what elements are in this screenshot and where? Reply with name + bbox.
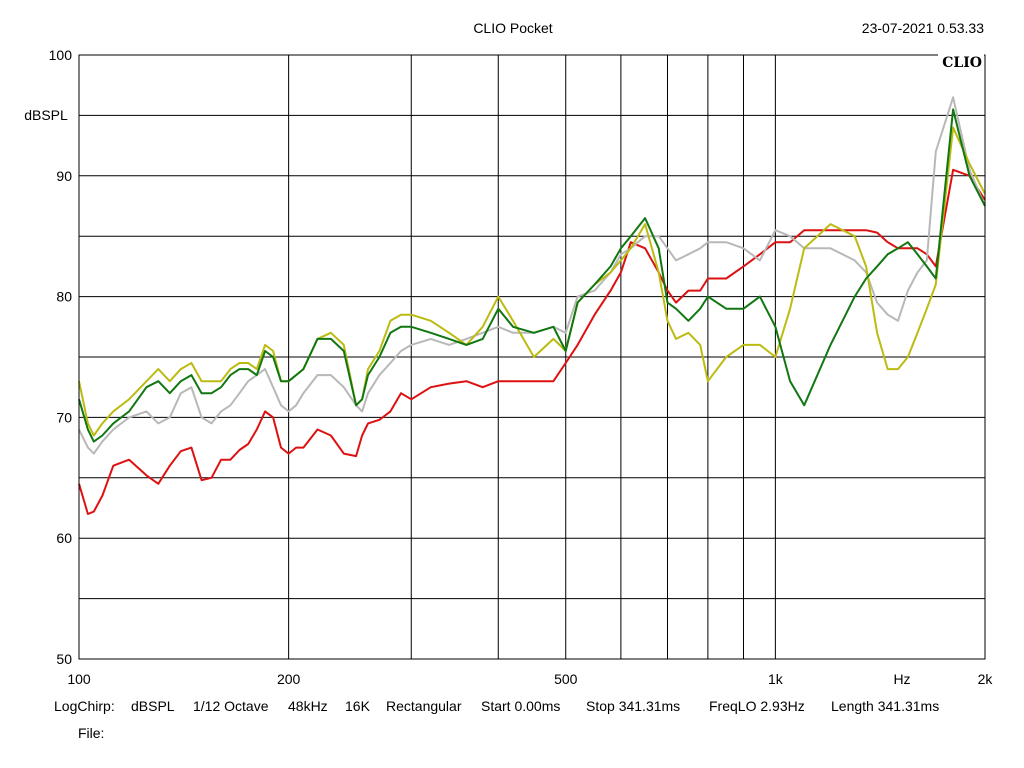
y-tick-label: 60	[56, 530, 72, 546]
series-layer	[78, 96, 986, 515]
x-axis-unit: Hz	[893, 671, 910, 687]
clio-brand-mark: CLIO	[942, 55, 982, 71]
setting-window: Rectangular	[386, 698, 462, 714]
series-line	[78, 96, 986, 455]
setting-freqlo: FreqLO 2.93Hz	[709, 698, 805, 714]
series-line	[78, 168, 986, 515]
y-tick-label: 80	[56, 289, 72, 305]
setting-stop: Stop 341.31ms	[586, 698, 680, 714]
x-tick-label: 200	[277, 671, 301, 687]
timestamp: 23-07-2021 0.53.33	[862, 20, 984, 36]
setting-unit: dBSPL	[131, 698, 175, 714]
x-tick-label: 1k	[768, 671, 784, 687]
y-tick-label: 90	[56, 168, 72, 184]
y-tick-label: 100	[49, 47, 73, 63]
y-axis-label: dBSPL	[24, 107, 68, 123]
plot-frame	[78, 54, 986, 660]
file-label: File:	[78, 725, 104, 741]
x-tick-label: 100	[67, 671, 91, 687]
setting-length: Length 341.31ms	[831, 698, 939, 714]
setting-size: 16K	[345, 698, 371, 714]
setting-start: Start 0.00ms	[481, 698, 560, 714]
chart-title: CLIO Pocket	[473, 20, 552, 36]
setting-samplerate: 48kHz	[288, 698, 328, 714]
x-tick-label: 500	[554, 671, 578, 687]
x-tick-label: 2k	[978, 671, 994, 687]
series-line	[78, 108, 986, 443]
y-tick-labels: 50 60 70 80 90 100	[49, 47, 73, 667]
x-tick-labels: 100 200 500 1k 2k	[67, 671, 993, 687]
y-tick-label: 70	[56, 409, 72, 425]
series-line	[78, 126, 986, 437]
measurement-settings: LogChirp: dBSPL 1/12 Octave 48kHz 16K Re…	[54, 698, 939, 714]
grid	[79, 55, 985, 659]
setting-smoothing: 1/12 Octave	[193, 698, 269, 714]
brand-backdrop	[938, 52, 984, 70]
y-tick-label: 50	[56, 651, 72, 667]
setting-mode: LogChirp:	[54, 698, 115, 714]
